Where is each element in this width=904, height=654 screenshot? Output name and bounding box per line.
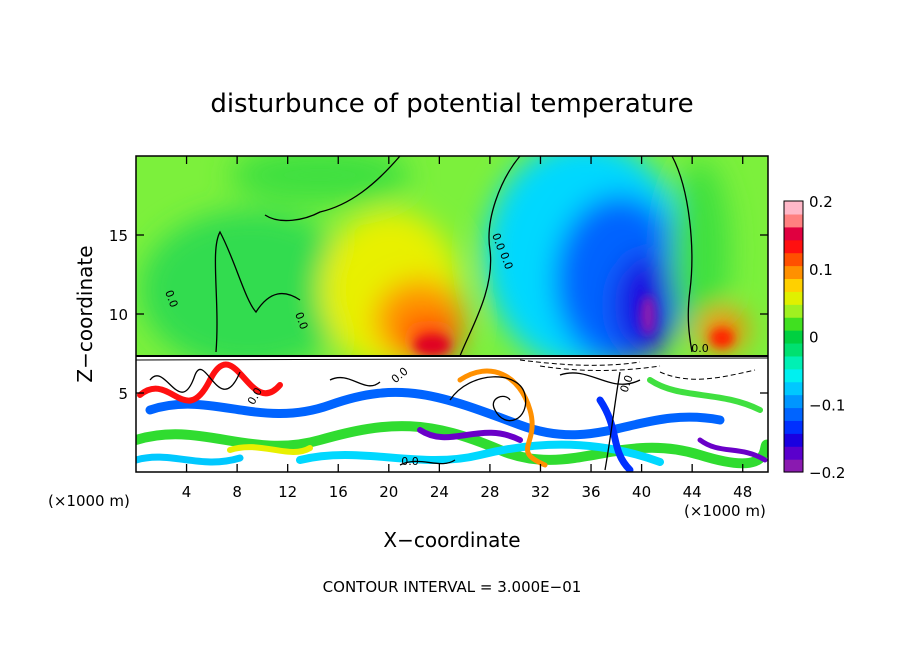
colorbar-segment	[784, 330, 803, 344]
contour-label: 0.0	[497, 250, 515, 271]
green-region-right	[670, 160, 730, 340]
contour-negative-2	[539, 365, 661, 371]
contour-lower-1	[149, 368, 241, 393]
x-tick-label: 48	[733, 483, 752, 501]
contour-label: 0.0	[292, 310, 310, 331]
colorbar-segment	[784, 213, 803, 228]
colorbar-segment	[784, 420, 803, 434]
contour-interval-footer: CONTOUR INTERVAL = 3.000E−01	[323, 578, 582, 596]
x-tick-label: 16	[329, 483, 348, 501]
colorbar-ticks: 0.2 0.1 0 −0.1 −0.2	[809, 193, 845, 482]
colorbar-segment	[784, 355, 803, 370]
contour-label: 0.0	[618, 373, 636, 394]
x-axis-ticks: 4 8 12 16 20 24 28 32 36 40 44 48	[182, 156, 752, 501]
x-tick-label: 40	[632, 483, 651, 501]
contour-lower-2	[329, 372, 641, 387]
contour-label: 0.0	[489, 231, 507, 252]
colorbar-segment	[784, 291, 803, 305]
contour-lines-dashed	[519, 359, 756, 380]
colorbar-segment	[784, 201, 803, 215]
x-tick-label: 36	[581, 483, 600, 501]
band-blue-right	[596, 396, 634, 472]
band-green-right	[647, 377, 763, 413]
y-axis-ticks: 5 10 15	[109, 227, 768, 403]
plot-area: 0.00.00.00.00.0 0.00.00.00.0	[136, 156, 768, 472]
colorbar-tick-label: 0.2	[809, 193, 833, 211]
x-unit-right: (×1000 m)	[684, 502, 766, 520]
colorbar-segment	[784, 459, 803, 473]
colorbar-tick-label: 0.1	[809, 261, 833, 279]
colorbar-segment	[784, 394, 803, 409]
x-tick-label: 44	[683, 483, 702, 501]
colorbar-segment	[784, 407, 803, 421]
green-region-top	[230, 156, 410, 205]
x-tick-label: 12	[278, 483, 297, 501]
x-axis-label: X−coordinate	[383, 528, 520, 552]
colorbar-segment	[784, 381, 803, 396]
lower-field-bands	[136, 361, 768, 472]
chart-title: disturbunce of potential temperature	[210, 89, 693, 119]
green-region-left	[140, 210, 360, 370]
band-purple	[417, 427, 523, 443]
y-axis-label: Z−coordinate	[73, 245, 97, 382]
y-tick-label: 10	[109, 306, 128, 324]
contour-label: 0.0	[401, 455, 419, 468]
x-unit-left: (×1000 m)	[48, 492, 130, 510]
contour-lines	[149, 156, 693, 471]
band-cyan-left	[136, 453, 244, 466]
x-tick-label: 32	[531, 483, 550, 501]
contour-zero-right	[671, 156, 693, 353]
colorbar-tick-label: 0	[809, 329, 819, 347]
interface-line-2	[136, 357, 768, 361]
contour-zero-middle	[459, 156, 521, 357]
red-core-right	[710, 328, 734, 348]
contour-lower-4	[604, 371, 621, 471]
colorbar-segment	[784, 278, 803, 292]
colorbar-segment	[784, 265, 803, 280]
colorbar-segment	[784, 252, 803, 267]
upper-field-detail	[414, 295, 734, 355]
colorbar-segment	[784, 446, 803, 460]
contour-negative-1	[519, 359, 756, 380]
y-tick-label: 5	[118, 385, 128, 403]
contour-swirl-center	[449, 376, 527, 422]
x-tick-label: 28	[480, 483, 499, 501]
band-red	[137, 361, 283, 404]
colorbar-tick-label: −0.1	[809, 396, 845, 414]
x-tick-label: 24	[430, 483, 449, 501]
purple-core	[640, 295, 656, 335]
x-tick-label: 20	[379, 483, 398, 501]
colorbar-segment	[784, 342, 803, 357]
contour-lower-3	[399, 459, 456, 466]
y-tick-label: 15	[109, 227, 128, 245]
colorbar-segment	[784, 368, 803, 383]
band-blue	[145, 387, 725, 440]
colorbar-frame	[783, 200, 804, 473]
band-cyan	[296, 440, 664, 466]
colorbar-segment	[784, 239, 803, 254]
band-purple-right	[697, 437, 768, 463]
band-yellow	[227, 444, 313, 455]
colorbar-segment	[784, 226, 803, 241]
contour-label: 0.0	[691, 342, 709, 355]
colorbar-segment	[784, 433, 803, 447]
red-core	[414, 335, 450, 355]
colorbar	[784, 201, 803, 473]
band-orange	[457, 368, 548, 468]
contour-zero-upper	[214, 156, 401, 353]
x-tick-label: 8	[232, 483, 242, 501]
contour-label: 0.0	[162, 288, 180, 309]
colorbar-tick-label: −0.2	[809, 464, 845, 482]
x-tick-label: 4	[182, 483, 192, 501]
colorbar-segment	[784, 317, 803, 331]
colorbar-segment	[784, 304, 803, 318]
